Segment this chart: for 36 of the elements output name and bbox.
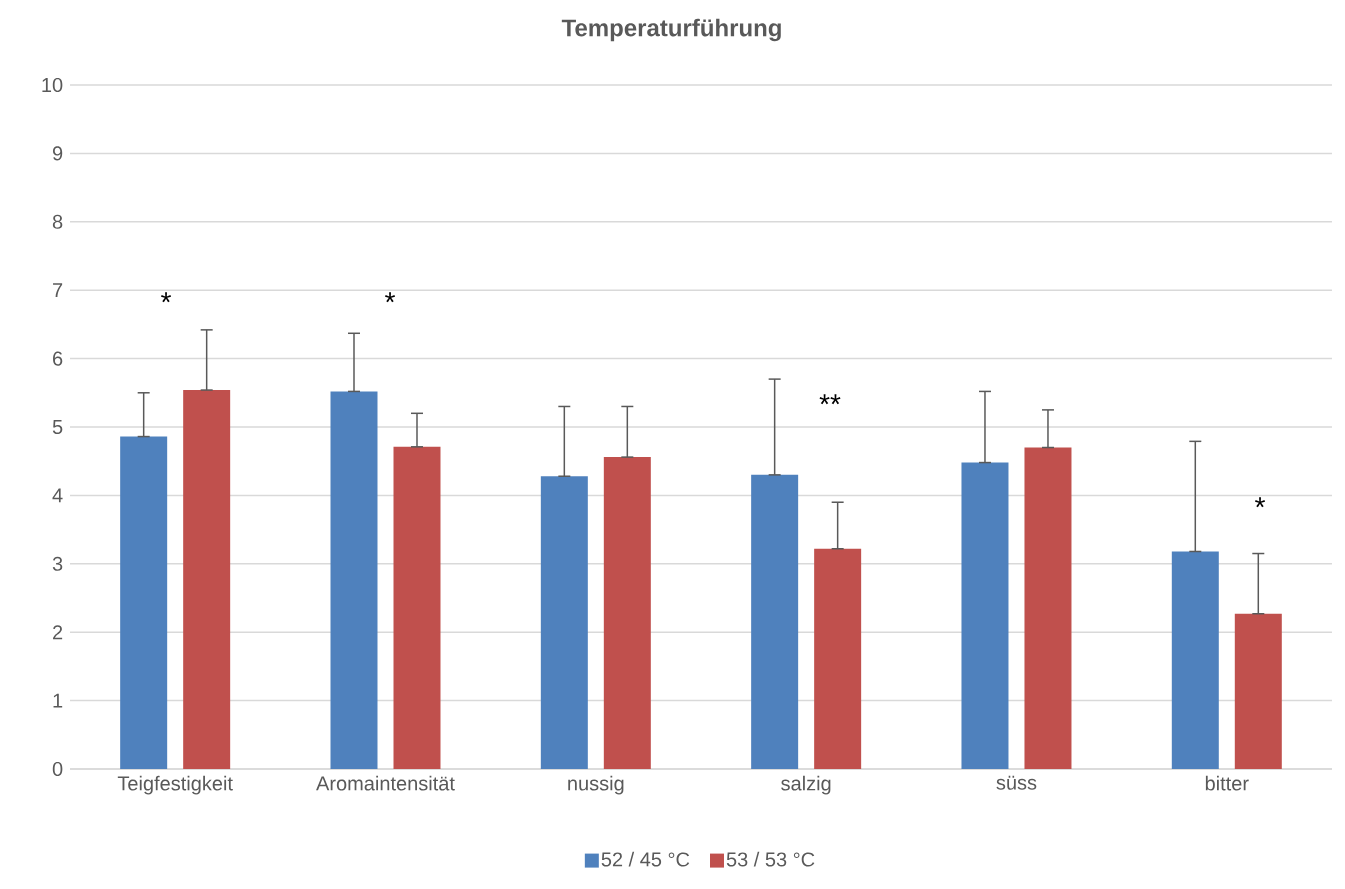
chart-title: Temperaturführung xyxy=(561,18,781,42)
bar xyxy=(540,476,588,769)
y-tick-label: 6 xyxy=(53,351,63,366)
x-tick-label: bitter xyxy=(1205,775,1249,791)
y-tick-label: 7 xyxy=(53,283,63,298)
y-tick-label: 10 xyxy=(42,77,63,93)
bar xyxy=(393,446,441,769)
bar xyxy=(120,436,168,769)
x-tick-label: Aromaintensität xyxy=(316,775,455,791)
bar xyxy=(1171,551,1219,769)
y-tick-label: 5 xyxy=(52,420,63,434)
y-tick-label: 8 xyxy=(52,214,63,229)
annotation: ** xyxy=(819,394,841,405)
x-tick-label: salzig xyxy=(781,775,831,795)
y-tick-label: 3 xyxy=(52,556,63,571)
y-tick-label: 1 xyxy=(53,693,63,708)
annotation: * xyxy=(385,292,396,303)
annotation: * xyxy=(161,292,172,303)
y-tick-label: 9 xyxy=(52,146,63,161)
bar xyxy=(183,390,231,769)
annotation: * xyxy=(1255,497,1266,508)
y-tick-label: 4 xyxy=(52,488,63,503)
bar xyxy=(1024,447,1072,769)
y-tick-label: 2 xyxy=(53,625,63,640)
y-tick-label: 0 xyxy=(52,761,63,777)
bar xyxy=(814,548,862,769)
bar xyxy=(330,391,378,769)
bar xyxy=(961,462,1009,769)
bar xyxy=(751,474,799,769)
legend-label: 52 / 45 °C xyxy=(601,851,690,867)
x-tick-label: nussig xyxy=(568,775,624,795)
x-tick-label: Teigfestigkeit xyxy=(117,775,233,795)
x-tick-label: süss xyxy=(996,775,1037,790)
bar xyxy=(603,457,651,769)
legend-label: 53 / 53 °C xyxy=(726,851,815,867)
bar xyxy=(1234,613,1282,769)
